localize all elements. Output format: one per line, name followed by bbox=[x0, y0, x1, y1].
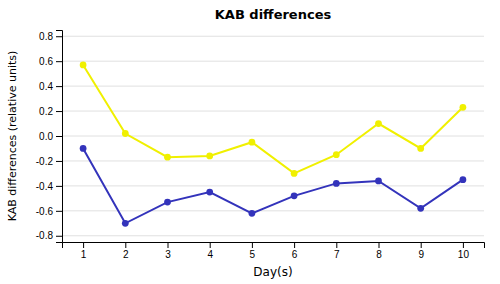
line bbox=[83, 148, 463, 223]
tick: -0.6 bbox=[36, 206, 62, 217]
x-axis-title: Day(s) bbox=[253, 265, 292, 279]
tick: -0.8 bbox=[36, 230, 62, 241]
tick-label: 0.4 bbox=[39, 81, 53, 92]
tick: 3 bbox=[165, 242, 171, 260]
tick: -0.2 bbox=[36, 156, 62, 167]
tick: 7 bbox=[334, 242, 340, 260]
axis-line bbox=[56, 31, 63, 243]
tick: 1 bbox=[81, 242, 87, 260]
tick-mark bbox=[56, 86, 62, 87]
tick: 0.2 bbox=[39, 106, 62, 117]
tick-mark bbox=[210, 242, 211, 248]
tick: 9 bbox=[418, 242, 424, 260]
point bbox=[291, 192, 298, 199]
tick-mark bbox=[379, 242, 380, 248]
point bbox=[249, 139, 256, 146]
line bbox=[83, 65, 463, 173]
tick-mark bbox=[168, 242, 169, 248]
tick-mark bbox=[56, 61, 62, 62]
chart: 1 2 3 4 5 6 7 8 9 10 -0.8 -0.6 -0.4 -0.2 0.0 0.2 0.4 0.6 0… bbox=[0, 0, 500, 284]
point bbox=[417, 145, 424, 152]
grid-line bbox=[62, 185, 484, 186]
y-axis-title: KAB differences (relative units) bbox=[6, 51, 19, 222]
tick-mark bbox=[56, 161, 62, 162]
tick-mark bbox=[463, 242, 464, 248]
tick-label: 9 bbox=[418, 249, 424, 260]
tick: 4 bbox=[207, 242, 213, 260]
tick: 8 bbox=[376, 242, 382, 260]
plot: 1 2 3 4 5 6 7 8 9 10 -0.8 -0.6 -0.4 -0.2 0.0 0.2 0.4 0.6 0… bbox=[36, 31, 485, 261]
point bbox=[206, 189, 213, 196]
tick: 0.4 bbox=[39, 81, 62, 92]
tick-mark bbox=[421, 242, 422, 248]
point bbox=[460, 104, 467, 111]
x-axis: 1 2 3 4 5 6 7 8 9 10 bbox=[63, 242, 485, 260]
tick-mark bbox=[125, 242, 126, 248]
grid-line bbox=[62, 235, 484, 236]
point bbox=[417, 205, 424, 212]
point bbox=[122, 220, 129, 227]
tick: 0.8 bbox=[39, 31, 62, 42]
grid-line bbox=[62, 86, 484, 87]
tick-label: 0.6 bbox=[39, 56, 53, 67]
tick-label: -0.4 bbox=[36, 181, 54, 192]
tick-mark bbox=[252, 242, 253, 248]
title: KAB differences bbox=[215, 7, 332, 22]
point bbox=[460, 176, 467, 183]
point bbox=[122, 130, 129, 137]
grid-line bbox=[62, 36, 484, 37]
tick-label: 10 bbox=[458, 249, 470, 260]
point bbox=[80, 62, 87, 69]
grid-line bbox=[62, 111, 484, 112]
y-grid bbox=[62, 36, 484, 236]
tick-mark bbox=[56, 111, 62, 112]
point bbox=[164, 154, 171, 161]
axis-line bbox=[63, 243, 485, 249]
tick-mark bbox=[56, 186, 62, 187]
tick-label: 0.8 bbox=[39, 31, 53, 42]
tick-label: -0.6 bbox=[36, 206, 54, 217]
tick-label: 0.0 bbox=[39, 131, 53, 142]
point bbox=[291, 170, 298, 177]
markers bbox=[80, 145, 467, 227]
tick: 0.0 bbox=[39, 131, 62, 142]
tick: 2 bbox=[123, 242, 129, 260]
grid-line bbox=[62, 160, 484, 161]
series-group bbox=[80, 62, 467, 227]
grid-line bbox=[62, 61, 484, 62]
tick-label: 2 bbox=[123, 249, 129, 260]
tick-label: 1 bbox=[81, 249, 87, 260]
point bbox=[375, 178, 382, 185]
markers bbox=[80, 62, 467, 177]
tick-mark bbox=[56, 36, 62, 37]
tick-label: -0.8 bbox=[36, 230, 54, 241]
tick-mark bbox=[56, 236, 62, 237]
tick-mark bbox=[56, 136, 62, 137]
tick-mark bbox=[336, 242, 337, 248]
tick-label: 8 bbox=[376, 249, 382, 260]
tick-label: 0.2 bbox=[39, 106, 53, 117]
point bbox=[333, 180, 340, 187]
tick-label: -0.2 bbox=[36, 156, 54, 167]
tick-mark bbox=[294, 242, 295, 248]
tick-mark bbox=[83, 242, 84, 248]
tick: 6 bbox=[292, 242, 298, 260]
y-axis: -0.8 -0.6 -0.4 -0.2 0.0 0.2 0.4 0.6 0.8 bbox=[36, 31, 63, 243]
tick-label: 6 bbox=[292, 249, 298, 260]
tick: 10 bbox=[458, 242, 470, 260]
point bbox=[164, 199, 171, 206]
point bbox=[333, 151, 340, 158]
tick: 5 bbox=[250, 242, 256, 260]
tick-label: 5 bbox=[250, 249, 256, 260]
tick-label: 7 bbox=[334, 249, 340, 260]
tick: -0.4 bbox=[36, 181, 62, 192]
tick-label: 4 bbox=[207, 249, 213, 260]
tick-label: 3 bbox=[165, 249, 171, 260]
point bbox=[80, 145, 87, 152]
point bbox=[249, 210, 256, 217]
point bbox=[206, 153, 213, 160]
point bbox=[375, 120, 382, 127]
tick: 0.6 bbox=[39, 56, 62, 67]
tick-mark bbox=[56, 211, 62, 212]
